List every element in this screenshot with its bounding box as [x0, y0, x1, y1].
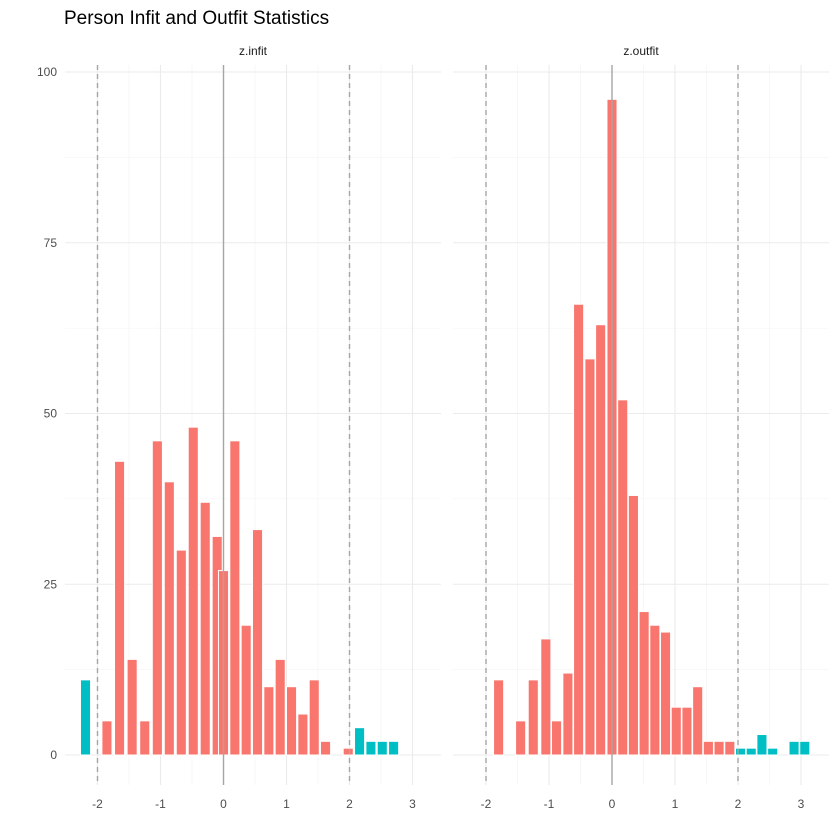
x-tick-label: 0 [609, 797, 616, 811]
histogram-bar [515, 720, 527, 756]
y-tick-label: 0 [50, 748, 57, 762]
histogram-bar [240, 624, 252, 756]
histogram-bar [573, 303, 585, 756]
x-tick-label: -1 [544, 797, 555, 811]
histogram-bar [151, 440, 163, 756]
histogram-bar [681, 706, 693, 756]
histogram-bar [163, 481, 175, 756]
histogram-bar [660, 631, 672, 756]
x-tick-label: 3 [409, 797, 416, 811]
histogram-bar [320, 740, 332, 756]
x-tick-label: 1 [672, 797, 679, 811]
histogram-bar [670, 706, 682, 756]
histogram-bar [139, 720, 151, 756]
histogram-bar [286, 686, 298, 756]
histogram-bar [799, 740, 811, 756]
histogram-bar [595, 324, 607, 756]
x-tick-label: -1 [155, 797, 166, 811]
histogram-bar [540, 638, 552, 756]
histogram-bar [527, 679, 539, 756]
histogram-bar [788, 740, 800, 756]
histogram-bar [584, 358, 596, 756]
histogram-bar [756, 734, 768, 756]
x-tick-label: 1 [283, 797, 290, 811]
histogram-bar [638, 611, 650, 756]
panel-z-infit: -2 -1 0 1 2 3 z.infit [65, 44, 441, 811]
histogram-bar [745, 747, 757, 756]
histogram-bar [126, 658, 138, 756]
chart-title: Person Infit and Outfit Statistics [64, 8, 329, 29]
histogram-bar [274, 658, 286, 756]
histogram-bar [649, 624, 661, 756]
panels-layer: 0 25 50 75 100 -2 -1 0 1 2 3 z.infit -2 -1 0 1 2 3 z.outfi… [37, 44, 829, 811]
histogram-bar [297, 713, 309, 756]
x-tick-label: 3 [798, 797, 805, 811]
histogram-bar [187, 426, 199, 756]
histogram-bar [79, 679, 92, 756]
x-tick-label: 2 [735, 797, 742, 811]
panel-z-outfit: -2 -1 0 1 2 3 z.outfit [453, 44, 829, 811]
histogram-bar [251, 529, 264, 756]
histogram-bar [365, 740, 377, 756]
histogram-bar [263, 686, 275, 756]
histogram-bar [734, 747, 747, 756]
histogram-bar [175, 549, 187, 756]
x-tick-label: 0 [220, 797, 227, 811]
x-tick-label: -2 [92, 797, 103, 811]
histogram-bar [229, 440, 241, 756]
panel-strip-label: z.outfit [623, 44, 659, 58]
histogram-bar [493, 679, 505, 756]
histogram-bar [101, 720, 113, 756]
x-tick-label: 2 [346, 797, 353, 811]
y-tick-label: 100 [37, 65, 57, 79]
histogram-bar [308, 679, 320, 756]
histogram-bar [767, 747, 779, 756]
y-tick-label: 25 [44, 577, 58, 591]
histogram-bar [713, 740, 725, 756]
histogram-bar [724, 740, 736, 756]
histogram-bar [388, 740, 400, 756]
histogram-bar [617, 399, 629, 756]
histogram-bar [627, 494, 639, 756]
histogram-bar [702, 740, 714, 756]
panel-strip-label: z.infit [239, 44, 268, 58]
histogram-bar [692, 686, 704, 756]
y-tick-label: 75 [44, 236, 58, 250]
histogram-bar [376, 740, 388, 756]
x-tick-label: -2 [481, 797, 492, 811]
histogram-bar [342, 747, 354, 756]
histogram-bar [551, 720, 563, 756]
y-tick-label: 50 [44, 407, 58, 421]
histogram-bar [354, 727, 366, 756]
histogram-bar [199, 501, 211, 756]
histogram-bar [562, 672, 574, 756]
histogram-bar [114, 460, 126, 756]
